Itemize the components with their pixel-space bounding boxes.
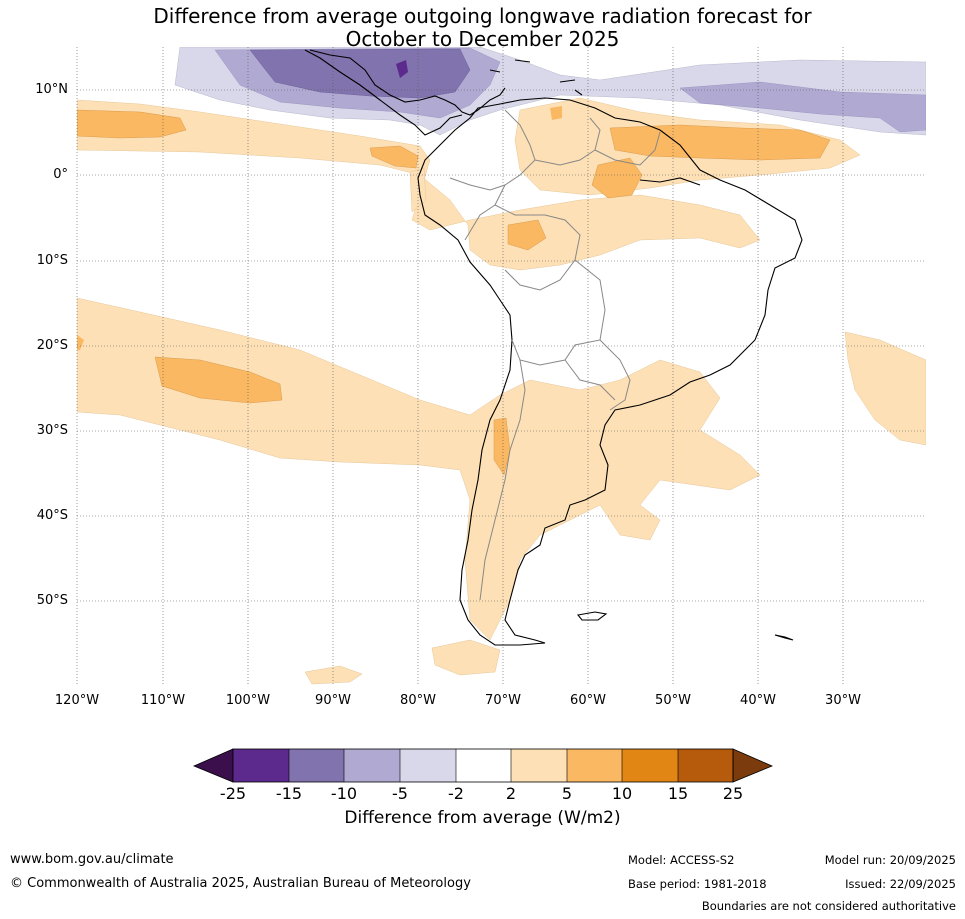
lon-tick-50w: 50°W: [655, 693, 691, 708]
lon-tick-110w: 110°W: [140, 693, 186, 708]
coastline-amazon-mouth: [639, 177, 701, 186]
anomaly-region-pos2-south-atlantic: [844, 331, 926, 446]
anomaly-region-pos2-west-edge: [77, 335, 84, 350]
colorbar-bin-neg5: [344, 749, 400, 782]
coastline-south-america: [417, 97, 803, 646]
coastline-central-america-pacific: [304, 49, 463, 136]
colorbar-bin-neg10: [289, 749, 344, 782]
lat-tick-40s: 40°S: [36, 508, 68, 523]
coastline-south-georgia: [774, 634, 794, 641]
coastline-falklands: [576, 611, 608, 621]
anomaly-region-pos5-venezuela: [550, 106, 562, 120]
anomaly-region-neg5-east: [679, 81, 926, 133]
lon-tick-70w: 70°W: [485, 693, 521, 708]
anomaly-region-pos2-tropics: [77, 99, 761, 271]
colorbar-bin-neg15: [233, 749, 289, 782]
coastlines: [304, 49, 803, 646]
anomaly-region-pos5-south-pacific: [154, 356, 283, 404]
colorbar-bin-pos5: [567, 749, 622, 782]
anomaly-region-pos2-pacific-south: [304, 665, 363, 685]
colorbar: [192, 748, 774, 783]
lon-tick-60w: 60°W: [570, 693, 606, 708]
issued-date: Issued: 22/09/2025: [845, 877, 956, 891]
base-period: Base period: 1981-2018: [628, 877, 767, 891]
colorbar-bin-zero: [456, 749, 511, 782]
title-line-2: October to December 2025: [345, 27, 620, 51]
lon-tick-40w: 40°W: [740, 693, 776, 708]
colorbar-label-pos2: 2: [505, 784, 517, 803]
lon-tick-80w: 80°W: [400, 693, 436, 708]
title-line-1: Difference from average outgoing longwav…: [153, 4, 812, 28]
lat-tick-30s: 30°S: [36, 423, 68, 438]
colorbar-extend-low: [192, 748, 234, 783]
lat-tick-20s: 20°S: [36, 338, 68, 353]
lat-tick-50s: 50°S: [36, 593, 68, 608]
anomaly-region-pos5-amazon: [591, 157, 643, 199]
colorbar-label-neg25: -25: [219, 784, 247, 803]
lat-tick-10s: 10°S: [36, 253, 68, 268]
colorbar-bin-neg2: [400, 749, 456, 782]
colorbar-bin-pos2: [511, 749, 567, 782]
anomaly-region-pos5-guiana: [609, 124, 831, 161]
anomaly-region-pos2-drake: [431, 639, 501, 676]
colorbar-title: Difference from average (W/m2): [344, 808, 621, 828]
colorbar-label-neg15: -15: [275, 784, 303, 803]
website-link[interactable]: www.bom.gov.au/climate: [10, 852, 174, 867]
lat-tick-10n: 10°N: [35, 82, 68, 97]
model-run-date: Model run: 20/09/2025: [824, 853, 956, 867]
model-name: Model: ACCESS-S2: [628, 853, 735, 867]
colorbar-bin-pos15: [678, 749, 733, 782]
colorbar-label-neg5: -5: [392, 784, 408, 803]
coastline-caribbean-islands: [489, 59, 583, 96]
copyright-text: © Commonwealth of Australia 2025, Austra…: [10, 876, 471, 891]
coastline-central-america: [309, 49, 506, 116]
gridlines: [76, 47, 926, 685]
chart-title: Difference from average outgoing longwav…: [0, 5, 965, 51]
colorbar-label-pos5: 5: [561, 784, 573, 803]
colorbar-bin-pos10: [622, 749, 678, 782]
boundaries-disclaimer: Boundaries are not considered authoritat…: [701, 899, 956, 913]
anomaly-region-neg10-north: [249, 48, 471, 99]
anomaly-region-pos5-peru: [507, 219, 547, 251]
lon-tick-30w: 30°W: [825, 693, 861, 708]
lon-tick-90w: 90°W: [315, 693, 351, 708]
anomaly-field: [77, 47, 926, 685]
lon-tick-100w: 100°W: [225, 693, 271, 708]
colorbar-label-neg10: -10: [330, 784, 358, 803]
anomaly-region-neg15-north: [396, 60, 408, 78]
lat-tick-0: 0°: [53, 167, 68, 182]
colorbar-label-neg2: -2: [448, 784, 464, 803]
colorbar-label-pos15: 15: [667, 784, 689, 803]
colorbar-label-pos10: 10: [611, 784, 633, 803]
country-borders: [449, 109, 661, 601]
anomaly-region-pos5-andes: [493, 417, 511, 476]
colorbar-extend-high: [732, 748, 774, 783]
anomaly-region-pos5-east-pacific: [77, 109, 187, 139]
colorbar-label-pos25: 25: [722, 784, 744, 803]
anomaly-region-pos5-panama: [369, 145, 419, 169]
lon-tick-120w: 120°W: [54, 693, 100, 708]
